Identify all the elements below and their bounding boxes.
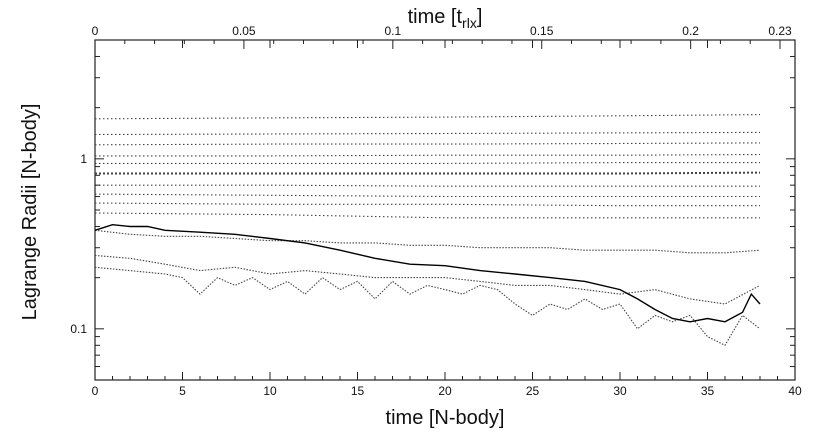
plot-border xyxy=(94,39,796,381)
x-axis-title: time [N-body] xyxy=(386,407,505,429)
x-tick-label: 25 xyxy=(526,384,540,398)
series-layer xyxy=(94,114,761,347)
x2-tick-label: 0.2 xyxy=(682,24,699,38)
x-tick-label: 35 xyxy=(701,384,715,398)
series-line-4 xyxy=(95,153,761,157)
series-line-11 xyxy=(94,229,761,254)
top-axis-title: time [trlx] xyxy=(408,6,483,31)
x-tick-label: 5 xyxy=(179,384,186,398)
x-tick-label: 40 xyxy=(788,384,802,398)
x-tick-label: 0 xyxy=(92,384,99,398)
y-axis-title: Lagrange Radii [N-body] xyxy=(19,104,41,321)
series-line-5 xyxy=(95,162,760,164)
series-line-13 xyxy=(94,266,761,347)
x-tick-label: 30 xyxy=(613,384,627,398)
series-line-12 xyxy=(94,254,761,305)
x-tick-label: 20 xyxy=(438,384,452,398)
ticks-layer: 0 5 10 15 20 25 30 35 40 0 0.05 0.1 0.15 0.2 0.23 0.1 1 xyxy=(70,24,802,398)
series-line-6 xyxy=(95,171,761,175)
series-line-10 xyxy=(94,212,760,219)
series-line-7 xyxy=(95,184,760,187)
plot-frame xyxy=(94,39,796,381)
y-tick-label: 0.1 xyxy=(70,322,87,336)
top-axis-title-base: time [t xyxy=(408,6,463,28)
x2-tick-label: 0.15 xyxy=(530,24,554,38)
series-line-2 xyxy=(94,131,761,136)
x2-tick-label: 0 xyxy=(92,24,99,38)
x-tick-label: 10 xyxy=(263,384,277,398)
series-line-9 xyxy=(94,202,760,207)
x2-tick-label: 0.1 xyxy=(384,24,401,38)
series-line-14 xyxy=(94,223,761,323)
top-axis-title-sub: rlx xyxy=(462,15,477,31)
series-line-1 xyxy=(94,114,761,120)
top-axis-title-end: ] xyxy=(477,6,483,28)
x2-tick-label: 0.05 xyxy=(232,24,256,38)
x-tick-label: 15 xyxy=(351,384,365,398)
series-line-8 xyxy=(94,193,760,198)
series-line-3 xyxy=(94,142,761,146)
x2-tick-label: 0.23 xyxy=(768,24,792,38)
y-tick-label: 1 xyxy=(80,152,87,166)
